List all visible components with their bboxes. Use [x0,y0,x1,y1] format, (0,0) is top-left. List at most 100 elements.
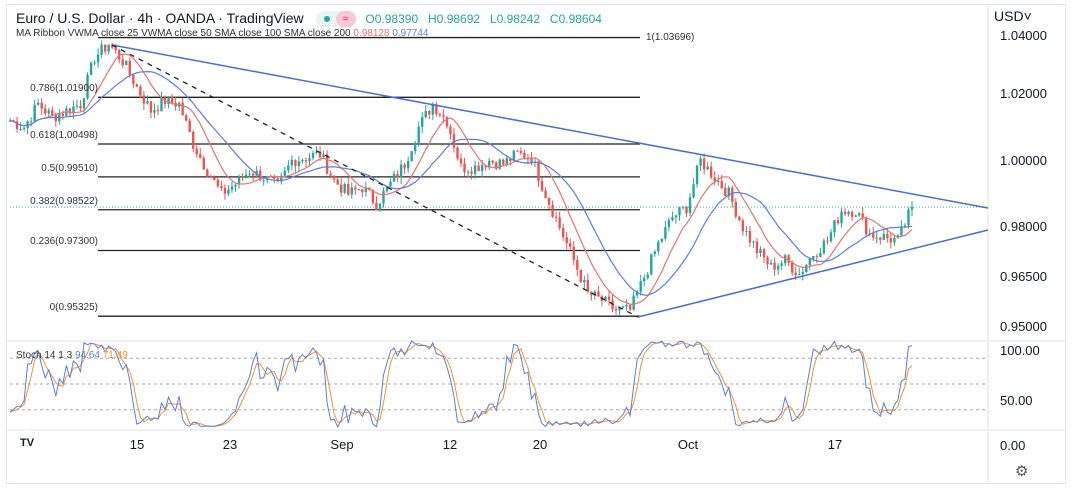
candle-body [234,184,237,187]
candle-body [96,54,100,63]
candle-body [428,111,431,115]
candle-body [385,186,389,192]
candle-body [332,175,336,180]
candle-body [308,157,311,162]
settings-gear-icon[interactable]: ⚙ [1015,463,1029,480]
candle-body [304,159,308,162]
candle-body [484,165,487,168]
ohlc-low: L0.98242 [489,12,541,26]
candle-body [477,165,480,172]
candle-body [551,204,554,217]
price-tick: 0.98000 [1000,219,1047,235]
candle-body [290,159,294,166]
candle-body [213,177,216,180]
candle-body [667,220,671,228]
candle-body [706,166,709,170]
candle-body [699,158,702,166]
currency-selector[interactable]: USD˅ [994,8,1032,24]
candle-body [586,280,590,292]
candle-body [720,181,723,189]
candle-body [717,181,720,183]
candle-body [653,251,656,255]
candle-body [537,161,540,182]
time-tick: 12 [442,437,458,452]
fib-level-label: 0.236(0.97300) [30,236,98,248]
candle-body [220,186,223,188]
candle-body [473,165,477,174]
candle-body [329,173,332,176]
candle-body [872,233,875,238]
candle-body [759,249,762,254]
candle-body [787,255,790,263]
candle-body [561,227,565,238]
candle-body [530,158,533,163]
stoch-k-line [9,340,913,429]
candle-body [611,300,614,310]
candle-body [889,238,893,243]
ma-ribbon-params: VWMA close 25 VWMA close 50 SMA close 10… [67,28,351,39]
candle-body [646,274,649,278]
candle-body [181,102,184,116]
candle-body [51,110,54,116]
candle-body [156,110,160,112]
candle-body [357,189,361,191]
candle-body [519,151,523,153]
candle-body [170,96,174,103]
candle-body [44,108,47,114]
candle-body [502,159,505,165]
candle-body [491,160,494,163]
candle-body [783,255,787,264]
candle-body [569,243,572,247]
ma-ribbon-legend[interactable]: MA Ribbon VWMA close 25 VWMA close 50 SM… [16,28,428,39]
candle-body [361,189,364,193]
time-tick: 20 [532,437,548,452]
candle-body [325,154,329,174]
candle-body [230,186,234,190]
candle-body [431,104,435,115]
candle-body [15,121,19,130]
tradingview-logo[interactable]: TV [14,430,40,456]
candle-body [340,184,343,193]
candle-body [833,220,836,233]
candle-body [678,207,681,216]
candle-body [702,158,706,170]
candle-body [438,114,442,116]
stoch-legend[interactable]: Stoch 14 1 3 94.64 71.49 [16,350,128,361]
price-tick: 0.96500 [1000,269,1047,285]
candle-body [40,102,43,109]
candle-body [223,187,227,194]
stoch-label: Stoch 14 1 3 [16,350,73,361]
candle-body [86,74,89,99]
candle-body [399,164,403,178]
candle-body [540,181,544,191]
candle-body [734,202,738,217]
time-tick: 15 [129,437,145,452]
candle-body [829,232,833,242]
candle-body [459,158,463,164]
candle-body [801,272,804,274]
candle-body [262,180,265,182]
candle-body [886,234,889,239]
chart-header: Euro / U.S. Dollar · 4h · OANDA · Tradin… [16,10,602,28]
lower-trendline [637,229,989,318]
candle-body [805,265,808,273]
candle-body [65,108,68,116]
candle-body [22,128,26,130]
market-status-badge[interactable]: ≈ [315,11,356,28]
candle-body [421,117,424,127]
time-tick: 23 [222,437,238,452]
candle-body [61,113,65,116]
candle-body [167,96,170,105]
fib-level-label: 0.5(0.99510) [41,162,98,174]
moving-average-line [9,53,913,305]
candle-body [315,151,318,154]
candle-body [280,175,283,182]
symbol-title[interactable]: Euro / U.S. Dollar · 4h · OANDA · Tradin… [16,10,304,26]
candle-body [836,220,840,224]
candle-body [445,116,449,127]
candle-body [206,169,209,177]
candle-body [110,45,114,48]
candle-body [674,215,678,218]
candle-body [724,188,727,197]
